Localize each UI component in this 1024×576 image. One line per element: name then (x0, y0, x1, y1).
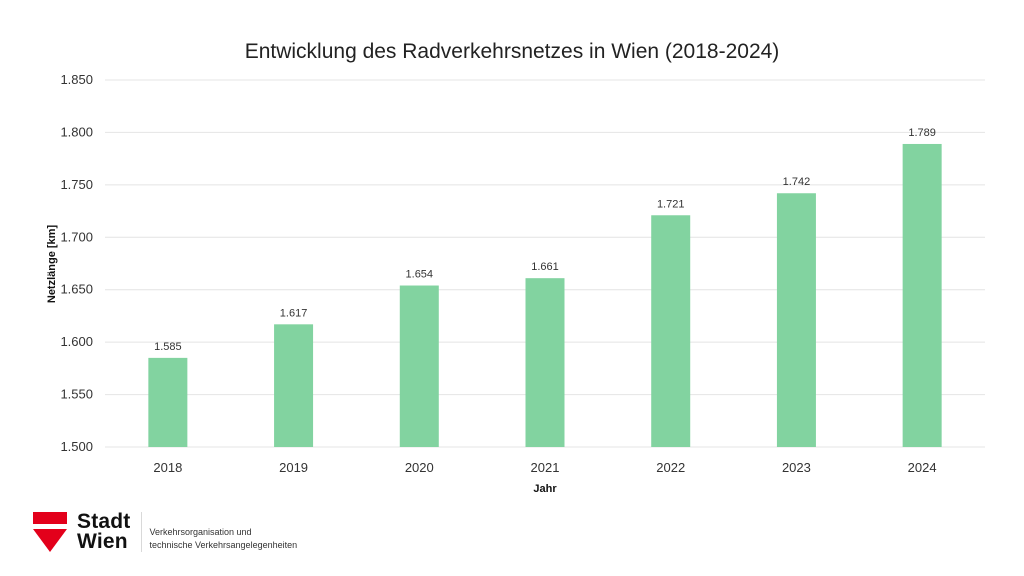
bar-2018 (148, 357, 188, 447)
org-line-2: technische Verkehrsangelegenheiten (149, 540, 298, 550)
x-tick-label-2020: 2020 (405, 460, 434, 475)
footer: Stadt Wien Verkehrsorganisation und tech… (33, 509, 297, 555)
y-tick-label: 1.750 (60, 177, 93, 192)
data-label-2018: 1.585 (154, 341, 182, 353)
data-label-2020: 1.654 (406, 269, 434, 281)
logo-line-1: Stadt (77, 510, 131, 533)
data-label-2022: 1.721 (657, 198, 685, 210)
x-tick-label-2023: 2023 (782, 460, 811, 475)
y-tick-label: 1.600 (60, 334, 93, 349)
y-tick-label: 1.800 (60, 124, 93, 139)
data-label-2019: 1.617 (280, 307, 308, 319)
logo-divider (140, 512, 142, 552)
bar-2020 (399, 285, 439, 447)
org-line-1: Verkehrsorganisation und (149, 527, 252, 537)
data-label-2021: 1.661 (531, 261, 559, 273)
bar-2022 (651, 215, 691, 447)
bar-2021 (525, 278, 565, 447)
stadt-wien-logo-text: Stadt Wien (77, 510, 131, 553)
x-tick-label-2021: 2021 (531, 460, 560, 475)
x-axis-label: Jahr (533, 483, 557, 495)
y-axis-ticks: 1.500 1.550 1.600 1.650 1.700 1.750 1.800 1.850 (60, 72, 93, 454)
x-tick-label-2022: 2022 (656, 460, 685, 475)
x-tick-label-2024: 2024 (908, 460, 937, 475)
organisation-name: Verkehrsorganisation und technische Verk… (150, 512, 298, 552)
stadt-wien-shield-icon (33, 512, 67, 552)
y-axis-label: Netzlänge [km] (46, 225, 58, 304)
y-tick-label: 1.700 (60, 229, 93, 244)
bar-2019 (274, 324, 314, 447)
y-tick-label: 1.850 (60, 72, 93, 87)
x-tick-label-2018: 2018 (153, 460, 182, 475)
x-tick-label-2019: 2019 (279, 460, 308, 475)
y-tick-label: 1.500 (60, 439, 93, 454)
data-label-2023: 1.742 (783, 176, 811, 188)
logo-line-2: Wien (77, 530, 128, 553)
data-label-2024: 1.789 (908, 127, 936, 139)
y-tick-label: 1.550 (60, 387, 93, 402)
x-axis-ticks: 2018 2019 2020 2021 2022 2023 2024 (153, 460, 936, 475)
bar-chart: Entwicklung des Radverkehrsnetzes in Wie… (46, 40, 985, 495)
bars: 1.585 1.617 1.654 1.661 1.721 1.742 1.789 (148, 127, 942, 447)
bar-2023 (776, 193, 816, 447)
chart-title: Entwicklung des Radverkehrsnetzes in Wie… (245, 40, 780, 63)
y-tick-label: 1.650 (60, 282, 93, 297)
bar-2024 (902, 143, 942, 447)
